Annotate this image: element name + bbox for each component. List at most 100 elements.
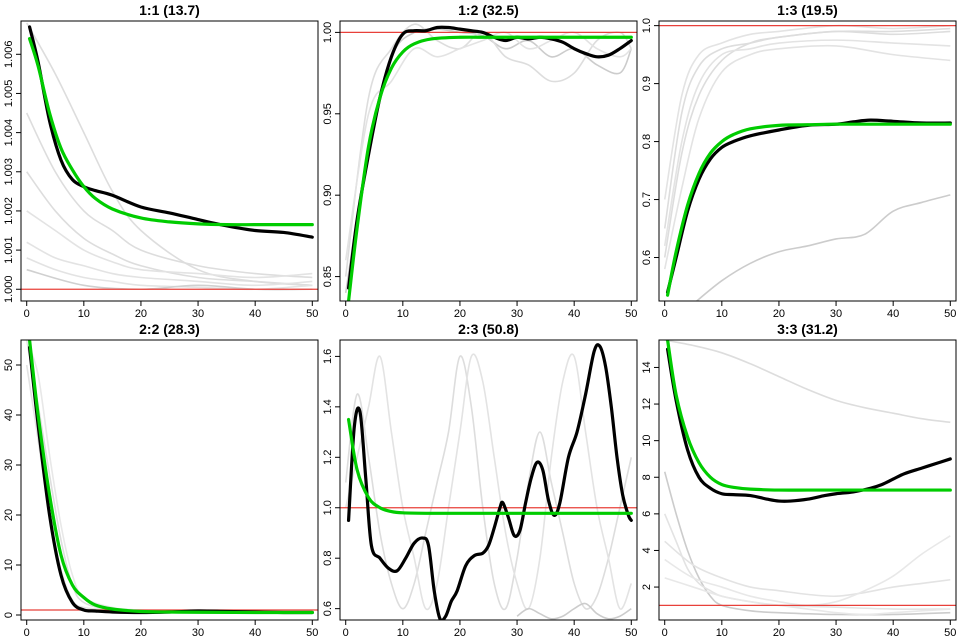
x-tick-label: 0: [24, 627, 30, 639]
x-tick-label: 10: [397, 627, 409, 639]
fit-line: [27, 340, 314, 615]
fit-line: [346, 35, 633, 301]
y-tick-label: 1.005: [3, 80, 15, 108]
panel-5: 0 10 20 30 40 50 0.6 0.8 1.0 1.2 1.4 1.6 2:3 (50.8): [322, 321, 638, 639]
panel-frame: [20, 20, 319, 302]
y-tick-label: 10: [641, 435, 653, 447]
x-tick-label: 40: [568, 308, 580, 320]
x-tick-label: 10: [716, 308, 728, 320]
estimate-line: [346, 343, 633, 620]
panel-frame: [339, 20, 638, 302]
y-tick-label: 0.90: [322, 184, 334, 205]
plot-area: [21, 22, 318, 291]
x-tick-label: 50: [306, 308, 318, 320]
y-tick-label: 40: [3, 409, 15, 421]
x-tick-label: 30: [830, 308, 842, 320]
panel-frame: [339, 339, 638, 621]
panel-2: 0 10 20 30 40 50 0.85 0.90 0.95 1.00 1:2 (32.5): [322, 2, 638, 320]
x-tick-label: 30: [192, 308, 204, 320]
y-tick-label: 6: [641, 511, 653, 517]
estimate-line: [346, 25, 633, 290]
panel-title: 2:2 (28.3): [139, 321, 200, 337]
y-tick-label: 1.000: [3, 275, 15, 303]
sample-line: [663, 27, 951, 258]
y-tick-label: 0.85: [322, 266, 334, 287]
x-tick-label: 0: [662, 627, 668, 639]
plot-area: [659, 24, 956, 301]
panel-title: 1:3 (19.5): [777, 2, 838, 18]
y-tick-label: 2: [641, 584, 653, 590]
y-tick-label: 1.006: [3, 41, 15, 69]
sample-line: [664, 340, 951, 424]
x-tick-label: 20: [454, 627, 466, 639]
x-tick-label: 30: [511, 308, 523, 320]
y-tick-label: 30: [3, 459, 15, 471]
x-tick-label: 40: [887, 627, 899, 639]
x-tick-label: 30: [830, 627, 842, 639]
sample-line: [664, 577, 951, 616]
panel-frame: [20, 339, 319, 621]
y-tick-label: 0.9: [641, 76, 653, 91]
sample-line: [663, 44, 951, 270]
x-tick-label: 30: [511, 627, 523, 639]
sample-line: [26, 241, 313, 287]
y-tick-label: 1.6: [322, 349, 334, 364]
x-tick-label: 50: [944, 627, 956, 639]
panel-1: 0 10 20 30 40 50 1.000 1.001 1.002 1.003 1.004 1.00…: [3, 2, 319, 320]
x-tick-label: 0: [24, 308, 30, 320]
fit-line: [27, 37, 314, 227]
estimate-line: [665, 347, 952, 503]
x-tick-label: 0: [343, 627, 349, 639]
panel-frame: [658, 339, 957, 621]
plot-area: [659, 340, 956, 616]
y-tick-label: 4: [641, 547, 653, 553]
y-tick-label: 1.2: [322, 450, 334, 465]
x-tick-label: 40: [249, 627, 261, 639]
x-tick-label: 50: [625, 308, 637, 320]
sample-line: [344, 353, 633, 611]
y-tick-label: 0.8: [322, 551, 334, 566]
sample-line: [664, 540, 951, 598]
y-tick-label: 1.4: [322, 399, 334, 414]
sample-line: [516, 602, 632, 620]
sample-line: [25, 340, 313, 613]
x-tick-label: 40: [249, 308, 261, 320]
x-tick-label: 10: [78, 308, 90, 320]
x-tick-label: 20: [773, 627, 785, 639]
y-tick-label: 10: [3, 559, 15, 571]
estimate-line: [665, 118, 952, 294]
x-tick-label: 30: [192, 627, 204, 639]
panel-title: 3:3 (31.2): [777, 321, 838, 337]
y-tick-label: 1.001: [3, 236, 15, 264]
y-tick-label: 1.002: [3, 197, 15, 225]
y-tick-label: 8: [641, 474, 653, 480]
y-tick-label: 20: [3, 509, 15, 521]
plot-area: [340, 343, 637, 620]
panel-3: 0 10 20 30 40 50 0.6 0.7 0.8 0.9 1.0 1:3 (19.5): [641, 2, 957, 320]
x-tick-label: 0: [343, 308, 349, 320]
y-tick-label: 1.003: [3, 158, 15, 186]
y-tick-label: 0.6: [322, 601, 334, 616]
x-tick-label: 20: [454, 308, 466, 320]
y-tick-label: 0.8: [641, 134, 653, 149]
x-tick-label: 10: [397, 308, 409, 320]
estimate-line: [27, 25, 314, 239]
y-tick-label: 1.0: [322, 500, 334, 515]
y-tick-label: 1.0: [641, 18, 653, 33]
x-tick-label: 10: [78, 627, 90, 639]
sample-line: [663, 24, 951, 200]
sample-line: [26, 210, 313, 279]
panel-6: 0 10 20 30 40 50 2 4 6 8 10 12 14 3:3 (31.2): [641, 321, 957, 639]
sample-line: [695, 194, 951, 301]
sample-line: [25, 112, 313, 279]
sample-line: [663, 39, 951, 247]
y-tick-label: 0.7: [641, 192, 653, 207]
sample-line: [25, 340, 313, 613]
sample-line: [344, 355, 633, 611]
x-tick-label: 10: [716, 627, 728, 639]
sample-line: [663, 30, 951, 229]
fit-line: [346, 417, 633, 515]
y-tick-label: 50: [3, 359, 15, 371]
x-tick-label: 20: [773, 308, 785, 320]
